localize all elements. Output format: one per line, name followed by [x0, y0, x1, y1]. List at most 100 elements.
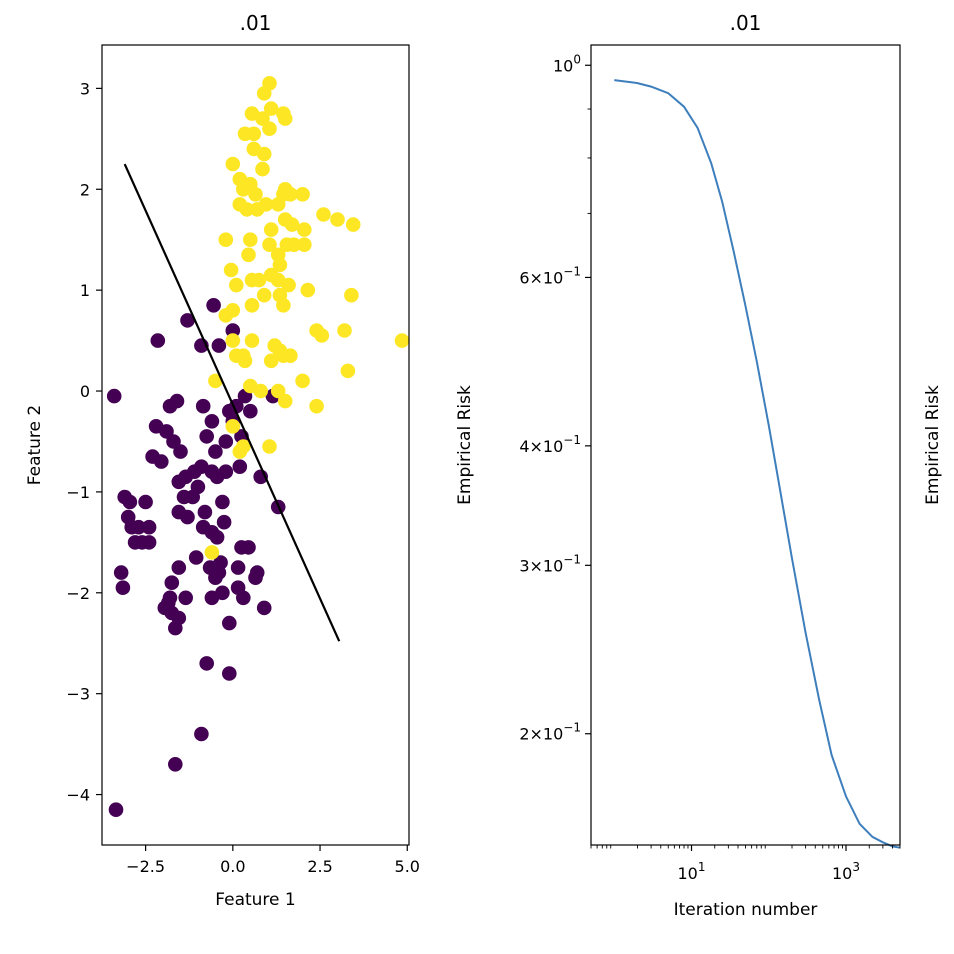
- scatter-y-tick-label: 3: [80, 79, 90, 98]
- scatter-point-class1: [276, 298, 291, 313]
- scatter-y-tick-label: 0: [80, 382, 90, 401]
- scatter-point-class0: [141, 519, 157, 535]
- risk-orphan-y-label: Empirical Risk: [923, 385, 943, 505]
- risk-y-tick-label: 100: [553, 52, 581, 75]
- scatter-y-tick-label: −1: [66, 483, 90, 502]
- scatter-point-class0: [113, 565, 129, 580]
- scatter-point-class0: [168, 757, 183, 772]
- scatter-point-class1: [284, 217, 300, 232]
- scatter-y-tick-label: −2: [66, 584, 90, 603]
- scatter-point-class1: [218, 308, 234, 323]
- scatter-point-class1: [344, 287, 359, 303]
- scatter-point-class1: [263, 101, 279, 116]
- scatter-point-class0: [131, 519, 146, 535]
- scatter-point-class0: [199, 429, 214, 444]
- scatter-point-class0: [106, 388, 122, 404]
- scatter-point-class0: [211, 565, 227, 580]
- risk-y-axis-label: Empirical Risk: [455, 385, 475, 505]
- scatter-point-class1: [218, 232, 234, 247]
- risk-y-minor-ticks: [587, 108, 591, 214]
- scatter-point-class0: [108, 802, 124, 817]
- scatter-point-class0: [127, 535, 143, 550]
- scatter-point-class1: [239, 202, 255, 217]
- scatter-point-class0: [218, 434, 234, 449]
- scatter-point-class0: [171, 560, 187, 575]
- scatter-point-class1: [225, 419, 241, 434]
- scatter-point-class0: [115, 580, 131, 595]
- scatter-point-class0: [188, 550, 204, 565]
- scatter-point-class1: [225, 333, 241, 348]
- scatter-point-class0: [168, 620, 183, 636]
- scatter-point-class1: [248, 187, 263, 202]
- risk-line: [614, 79, 901, 849]
- decision-boundary-line: [123, 163, 341, 642]
- scatter-point-class1: [316, 207, 331, 222]
- risk-y-tick-label: 3×10−1: [519, 552, 581, 575]
- scatter-x-tick-label: 0.0: [220, 857, 245, 876]
- scatter-point-class1: [297, 237, 312, 252]
- scatter-point-class1: [286, 237, 302, 252]
- scatter-point-class1: [337, 323, 352, 338]
- scatter-point-class1: [263, 222, 279, 237]
- scatter-point-class1: [236, 439, 251, 454]
- scatter-point-class1: [256, 86, 272, 101]
- scatter-point-class1: [243, 232, 258, 247]
- scatter-point-class0: [222, 615, 237, 631]
- scatter-point-class0: [164, 575, 180, 590]
- scatter-point-class1: [340, 363, 356, 379]
- scatter-point-class1: [251, 272, 267, 288]
- scatter-point-class1: [253, 383, 268, 399]
- scatter-point-class1: [241, 247, 256, 263]
- scatter-point-class0: [180, 313, 195, 328]
- scatter-point-class1: [345, 217, 361, 232]
- scatter-point-class1: [229, 277, 244, 293]
- scatter-point-class1: [281, 277, 296, 293]
- scatter-point-class0: [206, 298, 221, 313]
- scatter-point-class0: [187, 464, 202, 480]
- scatter-point-class0: [150, 333, 166, 348]
- scatter-point-class0: [169, 393, 185, 409]
- scatter-point-class1: [277, 393, 293, 409]
- scatter-point-class1: [204, 545, 220, 560]
- risk-x-tick-label: 101: [678, 860, 706, 883]
- scatter-point-class1: [229, 348, 244, 364]
- scatter-points: [106, 76, 410, 817]
- scatter-title: .01: [240, 11, 272, 35]
- scatter-point-class0: [232, 459, 248, 475]
- scatter-point-class1: [297, 222, 312, 237]
- scatter-point-class1: [263, 353, 279, 369]
- scatter-point-class0: [236, 590, 251, 606]
- scatter-point-class0: [204, 414, 220, 429]
- scatter-point-class0: [190, 479, 206, 495]
- scatter-point-class1: [237, 126, 253, 142]
- scatter-point-class0: [215, 494, 230, 510]
- scatter-point-class1: [255, 161, 270, 177]
- scatter-point-class1: [258, 197, 274, 212]
- scatter-point-class1: [256, 287, 272, 303]
- risk-y-tick-label: 6×10−1: [519, 264, 581, 287]
- scatter-point-class0: [241, 540, 256, 555]
- scatter-point-class1: [262, 121, 277, 136]
- scatter-point-class0: [243, 403, 258, 419]
- scatter-y-ticks: −4 −3 −2 −1 0 1 2 3: [66, 79, 102, 805]
- scatter-point-class0: [225, 323, 241, 338]
- scatter-point-class0: [138, 494, 153, 510]
- risk-y-tick-label: 4×10−1: [519, 433, 581, 456]
- scatter-point-class0: [122, 494, 138, 510]
- scatter-point-class0: [216, 514, 232, 530]
- scatter-x-axis-label: Feature 1: [215, 890, 295, 910]
- risk-x-tick-label: 103: [832, 860, 860, 883]
- scatter-point-class0: [209, 530, 225, 545]
- scatter-point-class1: [309, 398, 324, 414]
- scatter-point-class0: [178, 590, 193, 606]
- scatter-x-tick-label: −2.5: [126, 857, 165, 876]
- risk-chart: .01 101 103 100 6×10−1 4×10−1 3×10−1 2×10−1 I…: [455, 11, 943, 920]
- risk-plot-frame: [590, 44, 901, 846]
- scatter-point-class1: [295, 187, 310, 202]
- scatter-point-class1: [223, 262, 239, 278]
- scatter-point-class0: [157, 600, 173, 616]
- scatter-point-class0: [215, 585, 230, 601]
- risk-x-axis-label: Iteration number: [674, 900, 818, 920]
- scatter-y-axis-label: Feature 2: [25, 405, 45, 485]
